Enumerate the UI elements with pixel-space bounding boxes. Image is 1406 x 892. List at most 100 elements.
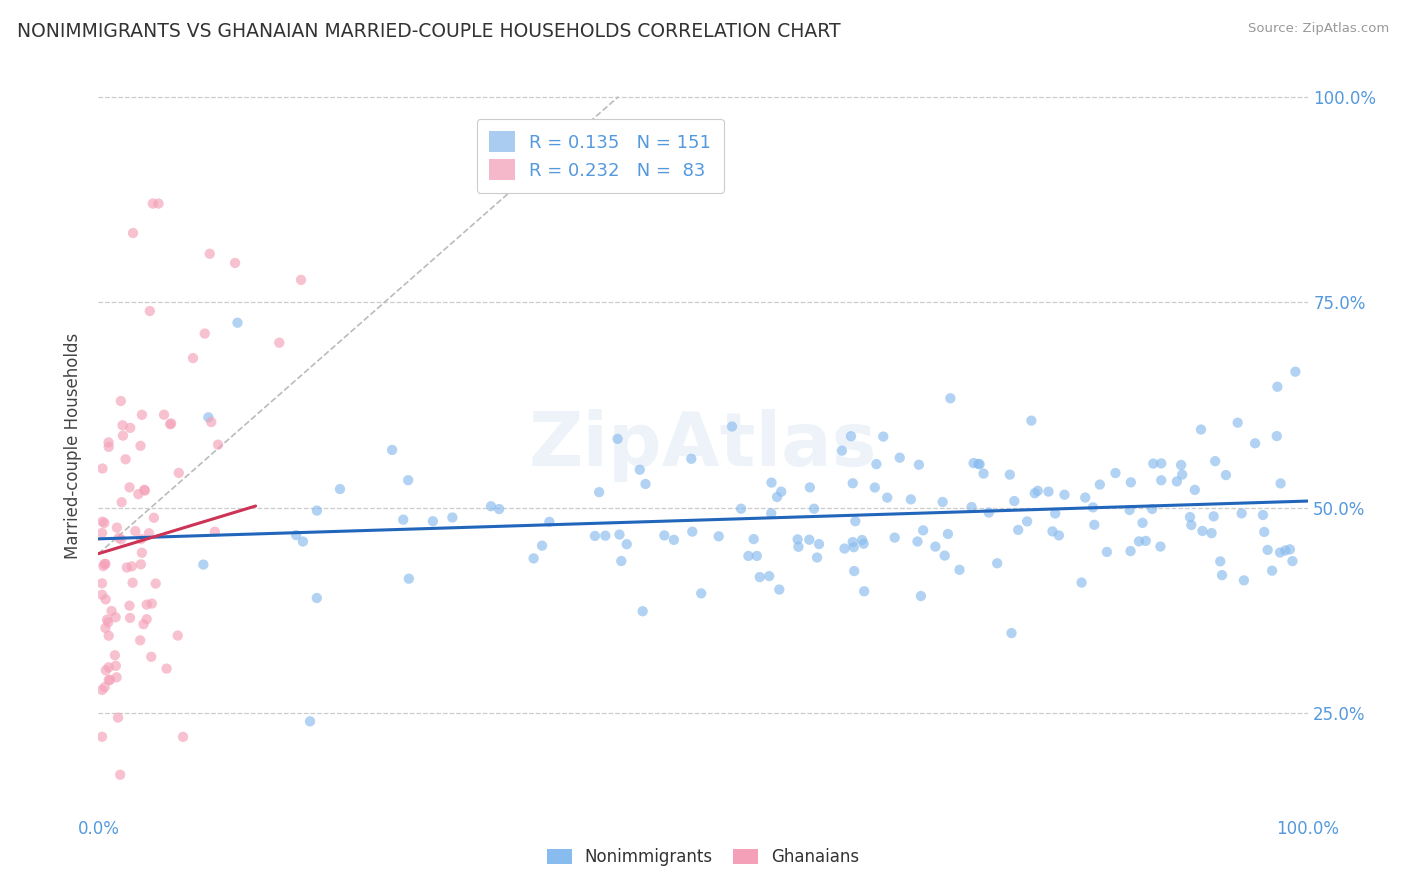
Point bbox=[138, 526, 160, 541]
Point bbox=[1149, 540, 1171, 554]
Point bbox=[94, 557, 117, 571]
Point bbox=[1140, 502, 1163, 516]
Point bbox=[111, 428, 134, 442]
Point bbox=[758, 569, 780, 583]
Point bbox=[1204, 454, 1226, 468]
Point bbox=[153, 408, 176, 422]
Point bbox=[761, 475, 783, 490]
Point bbox=[595, 529, 617, 543]
Point bbox=[610, 554, 633, 568]
Point bbox=[285, 528, 308, 542]
Point bbox=[127, 487, 149, 501]
Point bbox=[742, 532, 765, 546]
Point bbox=[142, 196, 165, 211]
Point bbox=[1268, 545, 1291, 559]
Point bbox=[1000, 626, 1022, 640]
Point bbox=[207, 438, 229, 452]
Point bbox=[121, 575, 143, 590]
Point bbox=[120, 421, 142, 435]
Point bbox=[853, 584, 876, 599]
Point bbox=[226, 316, 249, 330]
Point bbox=[141, 649, 163, 664]
Point bbox=[1178, 510, 1201, 524]
Point bbox=[834, 541, 856, 556]
Point bbox=[148, 196, 170, 211]
Point bbox=[745, 549, 768, 563]
Point bbox=[1226, 416, 1249, 430]
Point bbox=[803, 501, 825, 516]
Y-axis label: Married-couple Households: Married-couple Households bbox=[65, 333, 83, 559]
Point bbox=[1119, 544, 1142, 558]
Point bbox=[910, 589, 932, 603]
Point bbox=[1184, 483, 1206, 497]
Point bbox=[159, 417, 181, 432]
Point bbox=[1053, 488, 1076, 502]
Point bbox=[831, 443, 853, 458]
Point bbox=[912, 524, 935, 538]
Point bbox=[93, 557, 115, 571]
Point bbox=[628, 463, 651, 477]
Point bbox=[93, 516, 115, 530]
Point bbox=[1017, 515, 1039, 529]
Point bbox=[844, 564, 866, 578]
Point bbox=[91, 682, 114, 697]
Point bbox=[291, 534, 314, 549]
Point bbox=[934, 549, 956, 563]
Point bbox=[681, 524, 703, 539]
Point bbox=[134, 483, 156, 498]
Point bbox=[936, 527, 959, 541]
Point bbox=[172, 730, 194, 744]
Point bbox=[634, 477, 657, 491]
Point bbox=[872, 429, 894, 443]
Point bbox=[1281, 554, 1303, 568]
Point bbox=[91, 588, 114, 602]
Point bbox=[799, 480, 821, 494]
Point bbox=[129, 439, 152, 453]
Point bbox=[1215, 468, 1237, 483]
Point bbox=[1209, 554, 1232, 568]
Point bbox=[131, 546, 153, 560]
Point bbox=[1166, 475, 1188, 489]
Point bbox=[145, 576, 167, 591]
Point bbox=[110, 533, 132, 547]
Point bbox=[305, 591, 328, 605]
Point bbox=[97, 673, 120, 687]
Point bbox=[787, 540, 810, 554]
Point bbox=[1265, 429, 1288, 443]
Point bbox=[441, 510, 464, 524]
Point bbox=[91, 515, 114, 529]
Point bbox=[105, 670, 128, 684]
Point bbox=[1270, 476, 1292, 491]
Point bbox=[721, 419, 744, 434]
Point bbox=[863, 481, 886, 495]
Point bbox=[97, 615, 120, 630]
Point bbox=[111, 495, 134, 509]
Point bbox=[91, 525, 114, 540]
Point bbox=[852, 537, 875, 551]
Point bbox=[538, 515, 561, 529]
Point bbox=[1118, 503, 1140, 517]
Point bbox=[398, 572, 420, 586]
Point bbox=[1267, 380, 1289, 394]
Point bbox=[588, 485, 610, 500]
Point bbox=[737, 549, 759, 563]
Point bbox=[97, 435, 120, 450]
Point bbox=[118, 480, 141, 494]
Point bbox=[1026, 483, 1049, 498]
Point bbox=[98, 673, 121, 687]
Point bbox=[108, 768, 131, 782]
Point bbox=[1251, 508, 1274, 522]
Point bbox=[786, 533, 808, 547]
Point bbox=[91, 576, 114, 591]
Point bbox=[681, 451, 703, 466]
Point bbox=[329, 482, 352, 496]
Text: NONIMMIGRANTS VS GHANAIAN MARRIED-COUPLE HOUSEHOLDS CORRELATION CHART: NONIMMIGRANTS VS GHANAIAN MARRIED-COUPLE… bbox=[17, 22, 841, 41]
Point bbox=[924, 540, 946, 554]
Point bbox=[977, 506, 1000, 520]
Point bbox=[1021, 414, 1043, 428]
Point bbox=[806, 550, 828, 565]
Point bbox=[197, 410, 219, 425]
Point bbox=[761, 506, 783, 520]
Point bbox=[1150, 456, 1173, 470]
Point bbox=[91, 461, 114, 475]
